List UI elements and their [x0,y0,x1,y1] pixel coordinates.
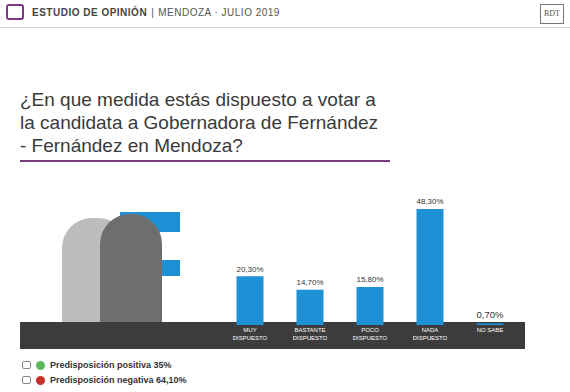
html-text:RDT: RDT [544,9,560,18]
svg-text:14,70%: 14,70% [297,278,324,287]
svg-text:MUYDISPUESTO: MUYDISPUESTO [233,327,268,341]
svg-text:NADADISPUESTO: NADADISPUESTO [413,327,448,341]
svg-text:0,70%: 0,70% [477,309,505,320]
html-text:Predisposición negativa 64,10%: Predisposición negativa 64,10% [50,375,187,385]
svg-text:20,30%: 20,30% [237,265,264,274]
svg-text:POCODISPUESTO: POCODISPUESTO [353,327,388,341]
html-text:¿En que medida estás dispuesto: ¿En que medida estás dispuesto a votar a… [20,89,379,156]
html-text:ESTUDIO DE OPINIÓN | MENDOZA ·: ESTUDIO DE OPINIÓN | MENDOZA · JULIO 201… [32,7,280,18]
svg-text:48,30%: 48,30% [417,197,444,206]
svg-text:15,80%: 15,80% [357,275,384,284]
html-text:Predisposición positiva 35%: Predisposición positiva 35% [50,360,172,370]
svg-text:BASTANTEDISPUESTO: BASTANTEDISPUESTO [293,327,328,341]
svg-text:NO SABE: NO SABE [477,327,504,333]
